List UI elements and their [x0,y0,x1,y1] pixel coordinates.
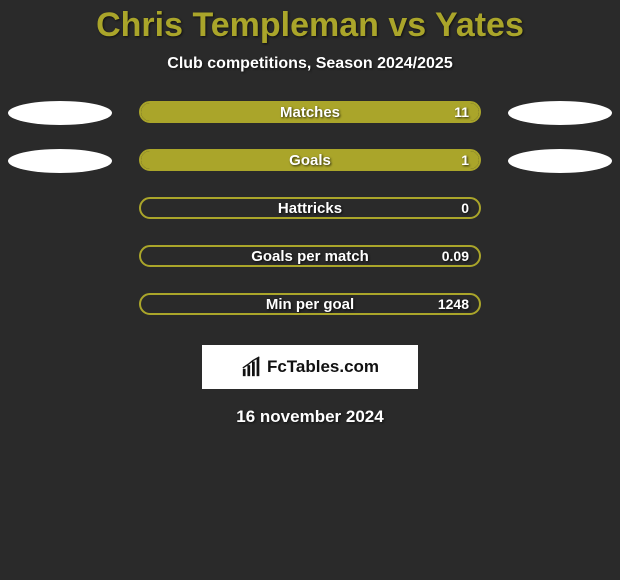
date-label: 16 november 2024 [0,407,620,427]
player2-avatar [508,149,612,173]
stat-bar: Goals1 [139,149,481,171]
player1-name: Chris Templeman [96,6,379,44]
subtitle: Club competitions, Season 2024/2025 [0,55,620,73]
player1-avatar [8,101,112,125]
player1-avatar [8,149,112,173]
stat-bar: Matches11 [139,101,481,123]
source-logo: FcTables.com [202,345,418,389]
stat-bar-fill [141,151,479,169]
stat-bar: Hattricks0 [139,197,481,219]
stat-row: Hattricks0 [0,197,620,221]
stat-row: Goals per match0.09 [0,245,620,269]
player2-avatar [508,101,612,125]
comparison-infographic: Chris Templeman vs Yates Club competitio… [0,0,620,580]
logo-text: FcTables.com [267,357,379,377]
vs-label: vs [388,6,426,44]
barchart-icon [241,356,263,378]
stat-bar: Goals per match0.09 [139,245,481,267]
page-title: Chris Templeman vs Yates [0,0,620,45]
stat-bar-fill [141,103,479,121]
stat-row: Min per goal1248 [0,293,620,317]
stat-row: Goals1 [0,149,620,173]
stat-bar: Min per goal1248 [139,293,481,315]
stat-row: Matches11 [0,101,620,125]
player2-name: Yates [435,6,524,44]
stats-rows: Matches11 Goals1 Hattricks0 Goals per match… [0,101,620,317]
